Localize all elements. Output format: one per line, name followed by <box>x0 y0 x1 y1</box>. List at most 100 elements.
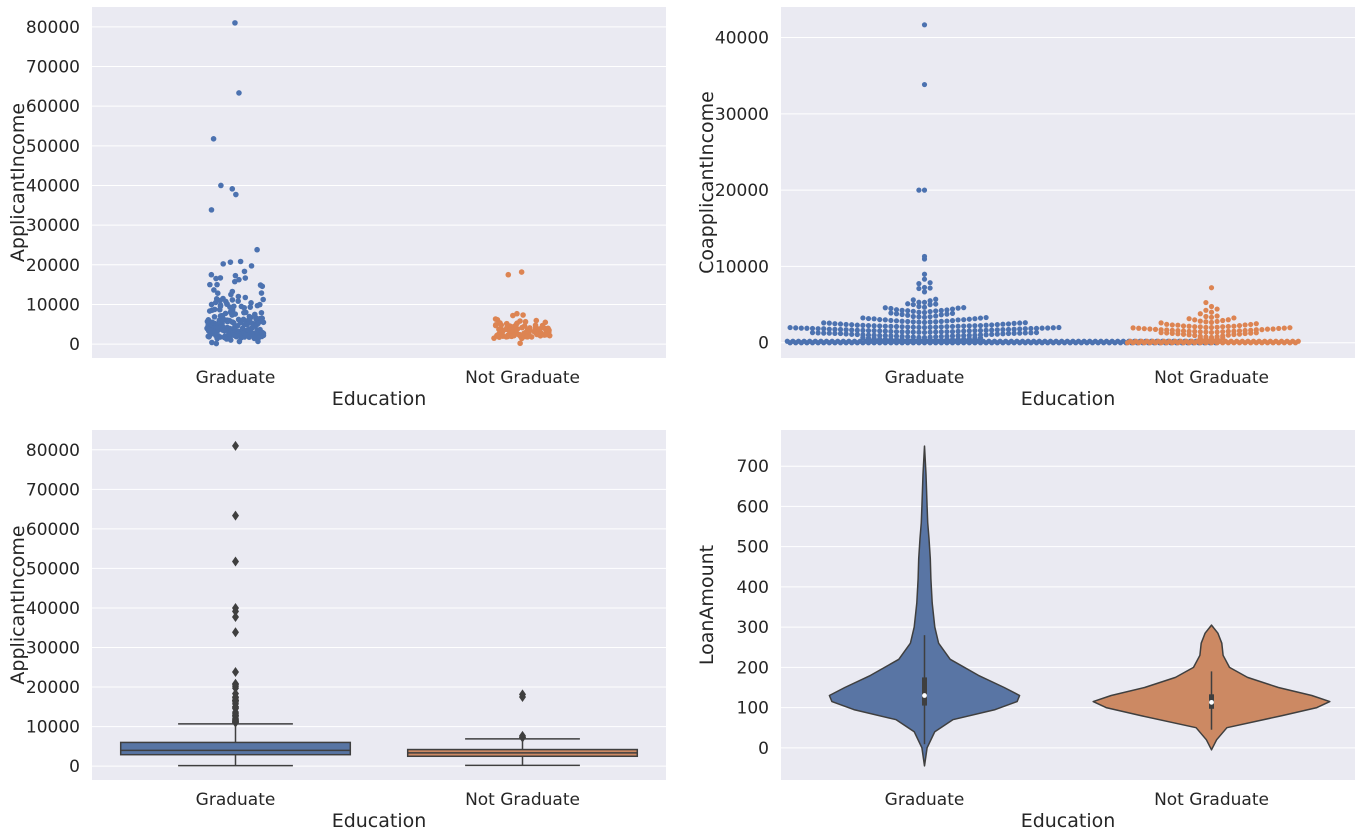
x-tick-label: Not Graduate <box>1154 790 1269 810</box>
data-point <box>537 332 544 339</box>
data-point <box>1150 338 1156 344</box>
data-point <box>1050 325 1056 331</box>
data-point <box>228 291 234 298</box>
data-point <box>793 325 799 331</box>
data-point <box>784 338 790 344</box>
data-point <box>790 338 796 344</box>
data-point <box>933 324 939 330</box>
data-point <box>927 285 933 291</box>
data-point <box>1017 326 1023 332</box>
data-point <box>1022 330 1028 336</box>
data-point <box>938 318 944 324</box>
data-point <box>910 319 916 325</box>
data-point <box>865 322 872 329</box>
data-point <box>933 334 939 340</box>
outlier-point <box>232 510 239 521</box>
data-point <box>214 281 220 288</box>
data-point <box>921 319 928 325</box>
data-point <box>916 187 922 193</box>
data-point <box>1164 321 1170 327</box>
data-point <box>916 334 922 340</box>
data-point <box>491 335 497 341</box>
data-point <box>1214 329 1220 335</box>
data-point <box>921 299 928 305</box>
data-point <box>1120 338 1126 344</box>
data-point <box>989 331 995 338</box>
data-point <box>933 319 939 325</box>
data-point <box>232 272 239 279</box>
data-point <box>1278 338 1285 344</box>
data-point <box>949 310 956 316</box>
data-point <box>1045 325 1051 331</box>
data-point <box>1152 326 1159 332</box>
data-point <box>905 301 911 307</box>
data-point <box>1253 327 1259 333</box>
y-tick-label: 70000 <box>26 480 80 500</box>
data-point <box>1039 325 1045 331</box>
data-point <box>528 334 535 340</box>
x-axis-label: Education <box>1021 388 1116 410</box>
y-tick-label: 20000 <box>715 181 769 201</box>
data-point <box>541 332 548 338</box>
data-point <box>1192 328 1198 335</box>
data-point <box>921 314 928 320</box>
outlier-point <box>232 683 239 694</box>
violin-iqr-box <box>922 677 927 706</box>
data-point <box>496 334 503 340</box>
data-point <box>860 322 866 328</box>
data-point <box>1180 323 1187 329</box>
data-point <box>260 319 267 326</box>
data-point <box>517 340 523 347</box>
y-tick-label: 0 <box>758 334 769 354</box>
plot-area <box>781 7 1355 358</box>
data-point <box>1287 325 1293 331</box>
plot-area <box>92 7 666 358</box>
data-point <box>1136 325 1142 331</box>
x-tick-label: Graduate <box>885 368 965 388</box>
data-point <box>955 317 961 323</box>
data-point <box>823 338 830 344</box>
data-point <box>1262 338 1268 344</box>
data-point <box>837 330 844 337</box>
data-point <box>989 322 995 328</box>
data-point <box>1172 338 1178 344</box>
data-point <box>944 307 950 313</box>
data-point <box>916 303 922 310</box>
y-tick-label: 100 <box>737 699 769 719</box>
data-point <box>254 246 260 253</box>
data-point <box>916 281 922 287</box>
data-point <box>972 328 978 334</box>
data-point <box>258 309 265 316</box>
data-point <box>229 186 236 192</box>
y-tick-label: 30000 <box>715 105 769 125</box>
data-point <box>1022 326 1028 332</box>
data-point <box>1103 338 1110 344</box>
data-point <box>865 315 872 322</box>
data-point <box>1203 313 1209 320</box>
data-point <box>916 299 922 305</box>
data-point <box>983 314 989 321</box>
data-point <box>1000 321 1006 327</box>
data-point <box>1214 324 1220 330</box>
data-point <box>1003 338 1009 344</box>
data-point <box>877 328 883 334</box>
data-point <box>1208 303 1215 310</box>
data-point <box>832 330 838 337</box>
data-point <box>877 323 883 329</box>
data-point <box>1208 285 1215 291</box>
data-point <box>933 296 939 302</box>
data-point <box>1220 329 1226 335</box>
data-point <box>977 332 984 338</box>
data-point <box>933 313 939 319</box>
data-point <box>546 332 553 339</box>
data-point <box>949 318 956 324</box>
data-point <box>221 327 228 334</box>
data-point <box>1014 338 1020 344</box>
data-point <box>1208 329 1215 336</box>
data-point <box>933 338 939 344</box>
data-point <box>888 310 894 316</box>
data-point <box>821 330 827 336</box>
data-point <box>787 324 793 331</box>
data-point <box>206 333 212 340</box>
y-tick-label: 600 <box>737 497 769 517</box>
